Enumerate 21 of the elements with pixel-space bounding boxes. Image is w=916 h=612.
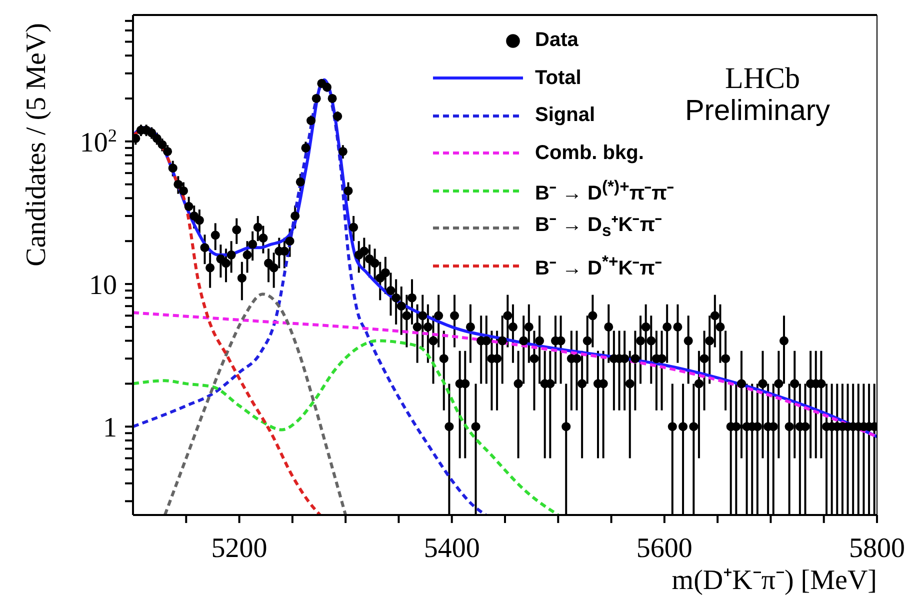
annotation: LHCb: [725, 62, 800, 95]
y-tick-label: 10$^{2}$: [80, 125, 117, 158]
x-tick-label: 5400: [424, 533, 480, 564]
legend-label: Signal: [535, 103, 596, 128]
annotation: Preliminary: [684, 95, 830, 127]
x-tick-label: 5600: [636, 533, 692, 564]
y-tick-label: 10: [89, 270, 117, 302]
y-axis-title: Candidates / (5 MeV): [21, 23, 52, 266]
x-tick-label: 5200: [211, 533, 268, 564]
legend-label: B⁻ → D$^{(*)+}$π⁻π⁻: [535, 176, 674, 207]
legend-label: Data: [535, 28, 578, 53]
legend-label: B⁻ → D$_{s}$⁺K⁻π⁻: [535, 213, 662, 242]
line-series: [133, 311, 877, 438]
line-series: [133, 339, 560, 515]
x-tick-label: 5800: [849, 533, 905, 564]
line-series: [163, 292, 348, 515]
x-axis-title: m(D⁺K⁻π⁻) [MeV]: [672, 565, 877, 596]
legend-label: Total: [535, 66, 582, 90]
y-tick-label: 1: [103, 412, 117, 444]
legend-label: B⁻ → D$^{*+}$K⁻π⁻: [535, 251, 662, 282]
legend-label: Comb. bkg.: [535, 140, 644, 166]
